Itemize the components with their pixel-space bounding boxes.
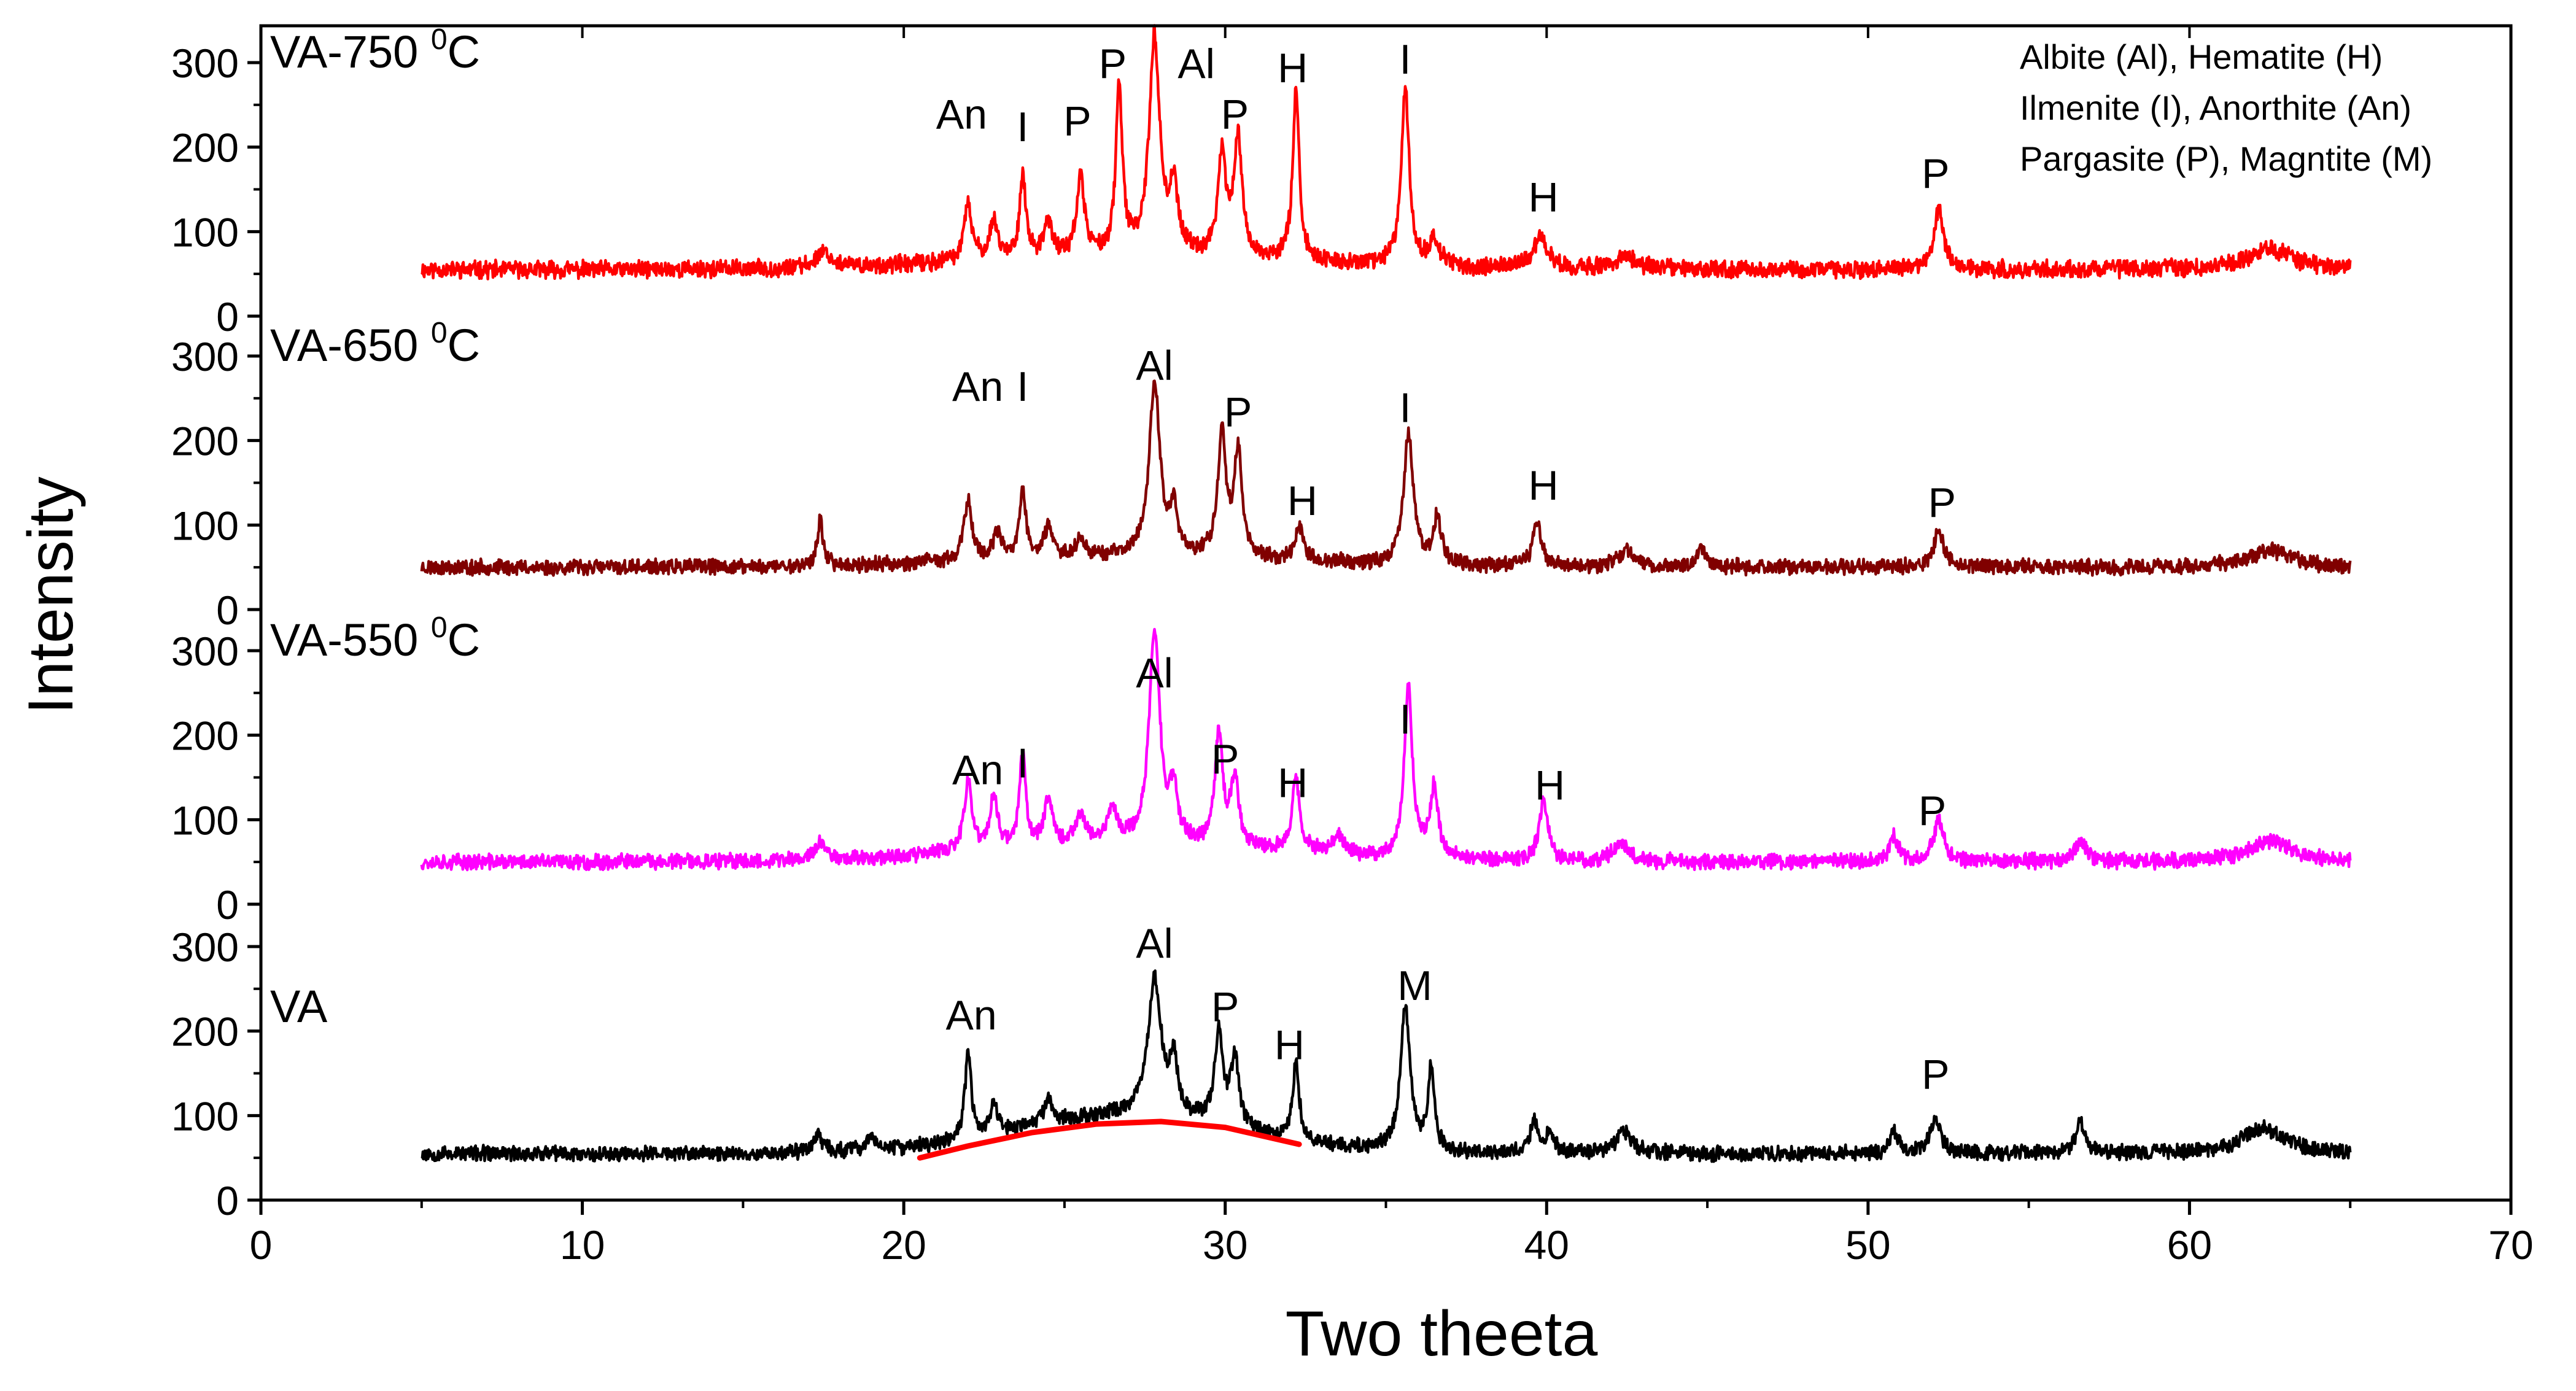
panel-label-superscript: 0 — [431, 23, 448, 56]
y-tick-label: 0 — [216, 1178, 239, 1223]
axes-group: 0 10 20 30 40 50 60 700100200300010020030001002… — [171, 24, 2534, 1268]
y-tick-label: 200 — [171, 713, 239, 759]
peak-label: An — [952, 363, 1003, 410]
peak-label: Al — [1136, 920, 1173, 967]
peak-label: H — [1278, 759, 1308, 806]
x-tick-label: 70 — [2488, 1222, 2533, 1268]
panel-label-superscript: 0 — [431, 611, 448, 644]
peak-label: I — [1017, 363, 1028, 410]
peak-label: M — [1397, 963, 1432, 1009]
panel-label-superscript: 0 — [431, 317, 448, 349]
peak-label: I — [1399, 385, 1411, 432]
peak-label: I — [1399, 36, 1411, 83]
y-tick-label: 100 — [171, 797, 239, 843]
peak-label: P — [1211, 983, 1239, 1030]
peak-label: H — [1274, 1021, 1305, 1068]
peak-label: P — [1099, 41, 1127, 87]
y-tick-label: 300 — [171, 334, 239, 379]
peak-label: H — [1528, 174, 1558, 220]
panel-label-unit: C — [448, 26, 480, 77]
legend-line-3: Pargasite (P), Magntite (M) — [2020, 139, 2432, 178]
panel-label-main: VA-550 — [270, 614, 431, 665]
xrd-pattern-line — [421, 24, 2352, 281]
peak-label: P — [1922, 1051, 1949, 1098]
panel-label: VA-550 0C — [270, 611, 480, 665]
peak-label: An — [952, 747, 1003, 794]
x-tick-label: 40 — [1524, 1222, 1569, 1268]
panel-label-unit: C — [448, 614, 480, 665]
panel-label: VA-650 0C — [270, 317, 480, 371]
peak-label: P — [1922, 150, 1949, 197]
peak-label: H — [1287, 478, 1317, 524]
peak-label: P — [1063, 98, 1091, 145]
xrd-pattern-line — [420, 627, 2352, 872]
peak-label: I — [1399, 696, 1411, 743]
plot-frame — [259, 24, 2513, 1202]
y-tick-label: 200 — [171, 125, 239, 171]
x-tick-label: 0 — [250, 1222, 273, 1268]
peak-label: An — [945, 992, 996, 1039]
y-tick-label: 300 — [171, 41, 239, 86]
peak-label: Al — [1136, 343, 1173, 389]
peak-label: P — [1221, 91, 1249, 138]
y-tick-label: 300 — [171, 924, 239, 970]
y-tick-label: 100 — [171, 209, 239, 255]
panel-label: VA — [270, 981, 328, 1032]
peak-label: P — [1928, 479, 1956, 526]
peak-label: I — [1017, 740, 1028, 787]
peak-label: Al — [1177, 41, 1214, 87]
legend-line-2: Ilmenite (I), Anorthite (An) — [2020, 88, 2411, 127]
panel-label-main: VA-650 — [270, 320, 431, 371]
panel-label: VA-750 0C — [270, 23, 480, 77]
y-tick-label: 0 — [216, 294, 239, 339]
peak-label: I — [1017, 104, 1028, 150]
x-axis-title: Two theeta — [1286, 1298, 1598, 1370]
peak-label: P — [1211, 736, 1239, 783]
x-tick-label: 50 — [1845, 1222, 1890, 1268]
peak-label: P — [1918, 788, 1946, 834]
y-axis-title: Intensity — [15, 476, 87, 714]
peak-label: H — [1528, 462, 1558, 509]
x-tick-label: 60 — [2167, 1222, 2212, 1268]
peak-label: H — [1278, 45, 1308, 91]
amorphous-hump-fit — [917, 1118, 1302, 1161]
xrd-pattern-line — [421, 969, 2352, 1163]
panel-label-main: VA — [270, 981, 328, 1032]
peak-label: P — [1224, 389, 1252, 435]
peak-label: Al — [1136, 649, 1173, 696]
panel-label-main: VA-750 — [270, 26, 431, 77]
y-tick-label: 100 — [171, 503, 239, 548]
y-tick-label: 100 — [171, 1093, 239, 1139]
y-tick-label: 0 — [216, 882, 239, 928]
y-tick-label: 300 — [171, 629, 239, 674]
y-tick-label: 200 — [171, 419, 239, 464]
panel-label-unit: C — [448, 320, 480, 371]
peak-label: An — [936, 91, 987, 138]
x-tick-label: 10 — [560, 1222, 605, 1268]
x-tick-label: 30 — [1203, 1222, 1247, 1268]
legend-line-1: Albite (Al), Hematite (H) — [2020, 37, 2383, 76]
x-tick-label: 20 — [881, 1222, 926, 1268]
y-tick-label: 200 — [171, 1009, 239, 1055]
legend: Albite (Al), Hematite (H) Ilmenite (I), … — [2020, 37, 2432, 178]
peak-label: H — [1535, 762, 1565, 808]
xrd-pattern-line — [420, 379, 2352, 577]
y-tick-label: 0 — [216, 587, 239, 633]
